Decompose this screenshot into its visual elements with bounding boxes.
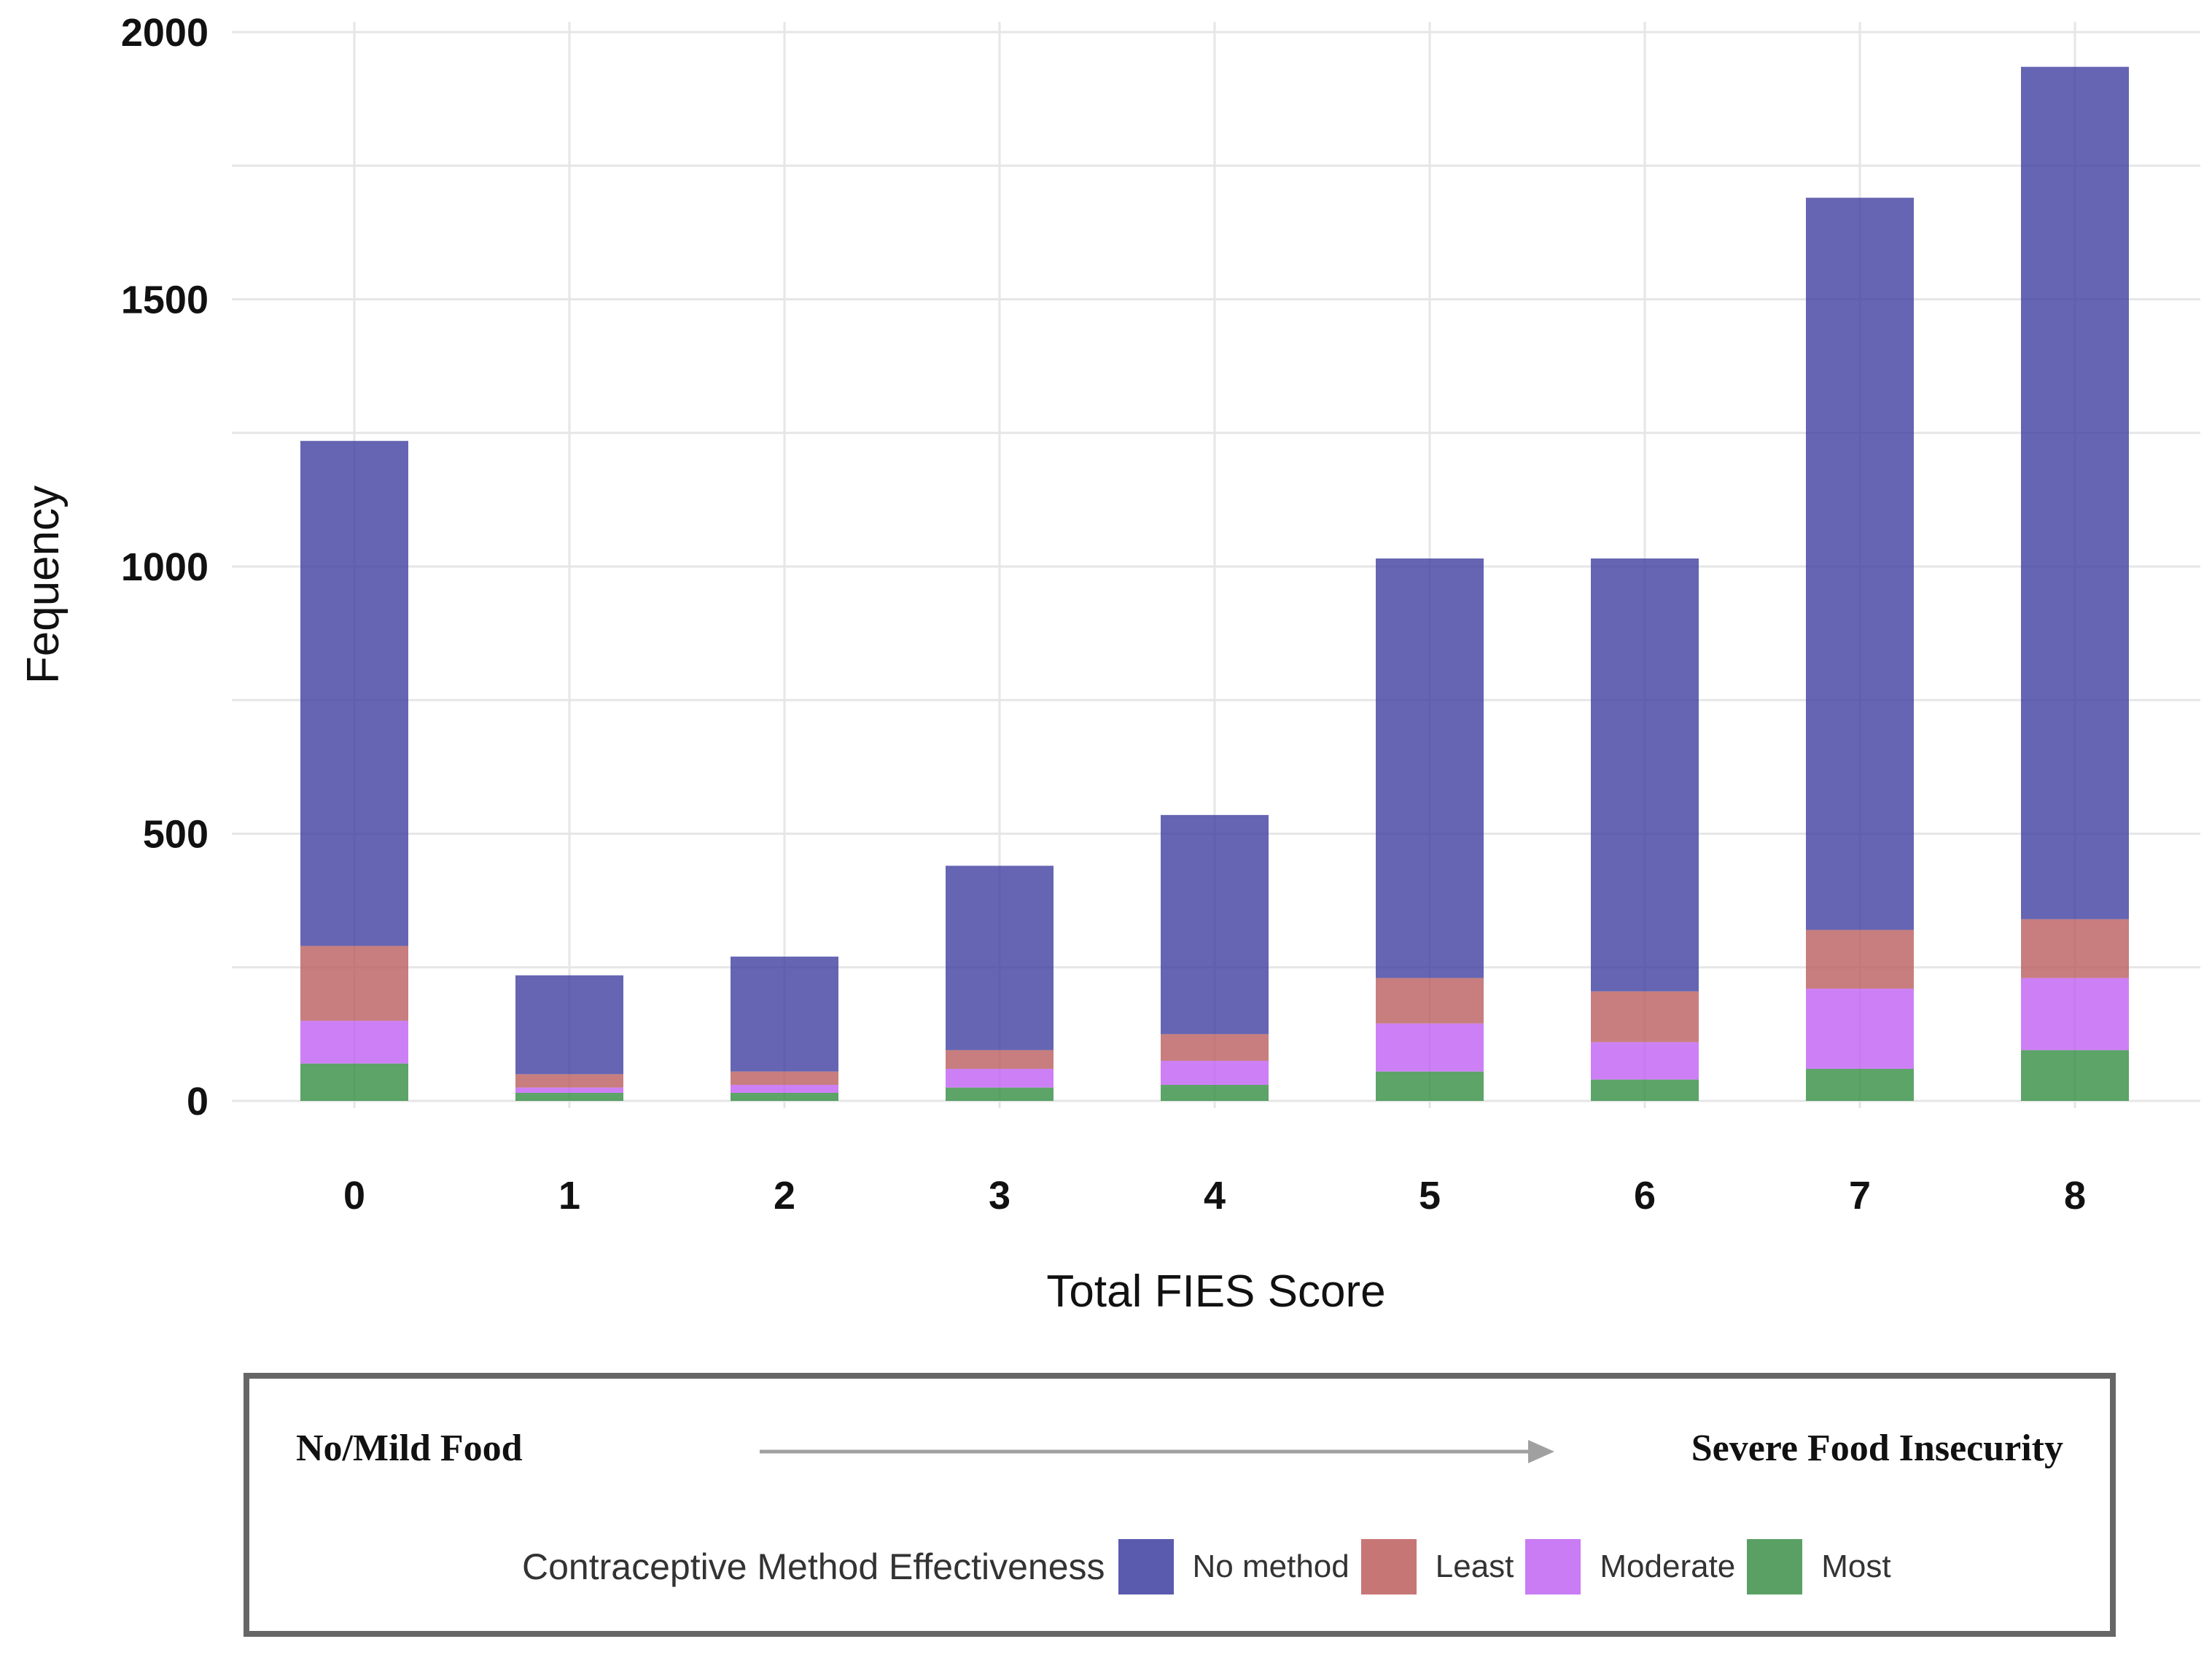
x-tick-label: 4: [1204, 1174, 1226, 1218]
bar-moderate-4: [1161, 1061, 1269, 1086]
bar-most-2: [731, 1093, 838, 1101]
legend-swatch-least: [1360, 1539, 1417, 1594]
chart: 0 500 1000 1500 2000 0 1 2 3 4 5 6 7 8 Total FIES Sc…: [18, 11, 2200, 1317]
bar-no-method-4: [1161, 814, 1269, 1035]
bar-no-method-7: [1806, 198, 1914, 930]
x-tick-label: 0: [343, 1174, 365, 1218]
y-tick-label: 0: [187, 1080, 209, 1124]
bar-least-2: [731, 1071, 838, 1086]
x-tick-label: 8: [2064, 1174, 2086, 1218]
bar-least-5: [1376, 978, 1484, 1024]
bar-no-method-3: [946, 865, 1054, 1051]
y-tick-label: 2000: [121, 11, 209, 55]
bar-no-method-0: [300, 440, 408, 946]
bar-most-0: [300, 1063, 408, 1101]
annotation-left-text: No/Mild Food: [296, 1428, 523, 1469]
bars: [300, 66, 2129, 1101]
legend-title: Contraceptive Method Effectiveness: [522, 1546, 1105, 1587]
bar-no-method-1: [515, 975, 623, 1075]
bar-least-1: [515, 1074, 623, 1088]
bar-least-3: [946, 1050, 1054, 1070]
x-tick-label: 5: [1419, 1174, 1441, 1218]
bar-most-1: [515, 1093, 623, 1101]
annotation-right-text: Severe Food Insecurity: [1691, 1428, 2063, 1469]
bar-moderate-6: [1591, 1042, 1699, 1080]
x-tick-labels: 0 1 2 3 4 5 6 7 8: [343, 1174, 2086, 1218]
bar-most-7: [1806, 1069, 1914, 1101]
legend-swatch-no-method: [1118, 1539, 1174, 1594]
legend-swatch-moderate: [1525, 1539, 1581, 1594]
legend: Contraceptive Method Effectiveness No me…: [522, 1538, 1903, 1596]
bar-least-4: [1161, 1034, 1269, 1062]
y-axis-title: Fequency: [18, 486, 69, 684]
bar-most-3: [946, 1087, 1054, 1101]
legend-label-no-method: No method: [1192, 1549, 1350, 1584]
x-tick-label: 7: [1849, 1174, 1871, 1218]
bar-moderate-2: [731, 1085, 838, 1094]
bar-least-8: [2021, 919, 2129, 978]
bar-no-method-2: [731, 957, 838, 1072]
bar-most-5: [1376, 1071, 1484, 1101]
bar-most-8: [2021, 1050, 2129, 1101]
bar-most-6: [1591, 1079, 1699, 1101]
y-tick-label: 500: [143, 813, 209, 857]
bar-no-method-5: [1376, 558, 1484, 978]
legend-label-least: Least: [1435, 1549, 1514, 1584]
x-tick-label: 1: [558, 1174, 580, 1218]
x-tick-label: 6: [1634, 1174, 1656, 1218]
y-tick-label: 1500: [121, 279, 209, 322]
x-tick-label: 2: [774, 1174, 795, 1218]
y-tick-label: 1000: [121, 545, 209, 589]
bar-moderate-0: [300, 1021, 408, 1064]
arrow-right-icon: [760, 1440, 1554, 1463]
legend-label-moderate: Moderate: [1600, 1549, 1736, 1584]
bar-no-method-6: [1591, 558, 1699, 992]
bar-moderate-8: [2021, 978, 2129, 1051]
x-tick-label: 3: [989, 1174, 1010, 1218]
x-axis-title: Total FIES Score: [1046, 1266, 1385, 1317]
bar-moderate-1: [515, 1087, 623, 1094]
bar-least-7: [1806, 930, 1914, 989]
bar-least-6: [1591, 991, 1699, 1043]
bar-moderate-3: [946, 1069, 1054, 1088]
legend-swatch-most: [1747, 1539, 1803, 1594]
arrow-head: [1528, 1440, 1554, 1463]
bar-moderate-7: [1806, 989, 1914, 1070]
y-tick-labels: 0 500 1000 1500 2000: [121, 11, 209, 1124]
bar-least-0: [300, 946, 408, 1021]
bar-most-4: [1161, 1085, 1269, 1101]
bar-no-method-8: [2021, 66, 2129, 919]
legend-label-most: Most: [1821, 1549, 1891, 1584]
annotation-box: No/Mild Food Severe Food Insecurity Cont…: [244, 1373, 2116, 1637]
bar-moderate-5: [1376, 1023, 1484, 1072]
